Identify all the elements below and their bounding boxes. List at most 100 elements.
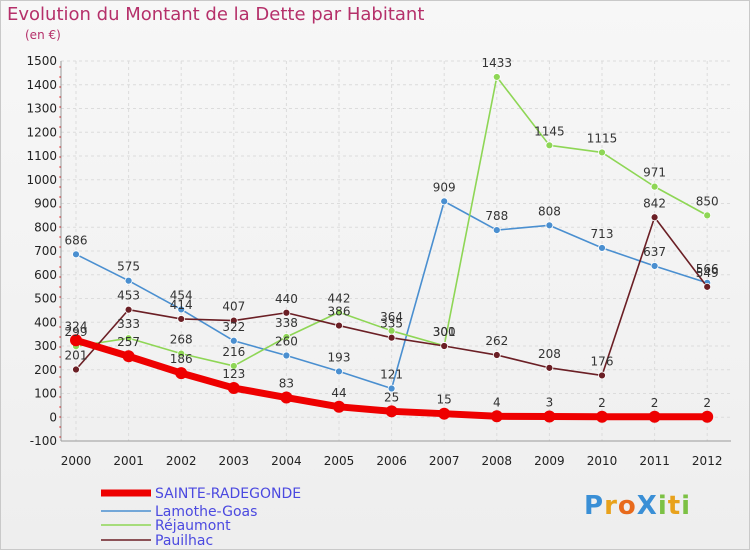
x-tick-label: 2008 xyxy=(482,454,513,468)
data-label: 208 xyxy=(538,347,561,361)
data-point xyxy=(703,211,712,220)
data-point xyxy=(598,244,606,252)
data-point xyxy=(335,321,343,330)
y-tick-label: 1300 xyxy=(26,102,57,116)
data-point xyxy=(282,333,291,341)
data-label: 575 xyxy=(117,260,140,274)
data-point xyxy=(490,410,503,423)
x-tick-label: 2009 xyxy=(534,454,565,468)
data-point xyxy=(492,351,501,359)
data-label: 44 xyxy=(331,386,346,400)
y-tick-label: 1000 xyxy=(26,173,57,187)
data-label: 3 xyxy=(546,396,554,410)
y-tick-label: 300 xyxy=(34,339,57,353)
data-point xyxy=(598,148,606,157)
data-point xyxy=(70,334,82,347)
data-point xyxy=(387,384,396,393)
y-tick-label: 900 xyxy=(34,197,57,211)
data-label: 4 xyxy=(493,395,501,409)
data-point xyxy=(385,405,398,418)
data-point xyxy=(492,226,501,235)
data-label: 338 xyxy=(275,316,298,330)
legend-label: SAINTE-RADEGONDE xyxy=(155,486,301,502)
data-label: 2 xyxy=(598,396,606,410)
data-label: 1115 xyxy=(587,131,618,145)
y-tick-label: 1400 xyxy=(26,78,57,92)
data-label: 2 xyxy=(651,396,659,410)
data-label: 25 xyxy=(384,390,399,404)
data-point xyxy=(124,305,133,314)
data-point xyxy=(282,351,291,360)
y-tick-label: 1100 xyxy=(26,149,57,163)
data-label: 971 xyxy=(643,166,666,180)
data-point xyxy=(650,213,659,222)
data-label: 193 xyxy=(328,350,351,364)
y-tick-label: 800 xyxy=(34,220,57,234)
data-point xyxy=(280,391,293,404)
data-label: 15 xyxy=(437,393,452,407)
data-label: 176 xyxy=(591,354,614,368)
y-tick-label: 1500 xyxy=(26,54,57,68)
y-tick-label: 200 xyxy=(34,363,57,377)
data-label: 440 xyxy=(275,292,298,306)
y-tick-label: 700 xyxy=(34,244,57,258)
data-point xyxy=(650,262,659,270)
data-point xyxy=(72,365,80,374)
data-label: 322 xyxy=(222,320,245,334)
data-point xyxy=(543,410,556,423)
data-label: 299 xyxy=(65,325,88,339)
data-label: 637 xyxy=(643,245,666,259)
y-tick-label: 1200 xyxy=(26,125,57,139)
data-label: 386 xyxy=(328,305,351,319)
data-point xyxy=(598,371,606,380)
data-point xyxy=(701,410,714,423)
data-point xyxy=(229,316,238,325)
proxiti-logo: ProXiti xyxy=(584,491,692,521)
data-label: 83 xyxy=(279,377,294,391)
data-point xyxy=(492,73,501,81)
x-tick-label: 2007 xyxy=(429,454,460,468)
y-tick-label: 400 xyxy=(34,315,57,329)
x-tick-label: 2001 xyxy=(113,454,144,468)
data-point xyxy=(596,410,608,423)
data-label: 186 xyxy=(170,352,193,366)
data-label: 324 xyxy=(65,319,88,333)
y-tick-label: 100 xyxy=(34,387,57,401)
data-label: 268 xyxy=(170,333,193,347)
data-label: 1433 xyxy=(482,56,513,70)
data-label: 713 xyxy=(591,227,614,241)
data-point xyxy=(122,350,135,363)
legend-label: Réjaumont xyxy=(155,518,231,534)
data-point xyxy=(229,336,238,345)
data-point xyxy=(545,363,554,372)
data-label: 850 xyxy=(696,194,719,208)
data-label: 335 xyxy=(380,317,403,331)
data-label: 808 xyxy=(538,204,561,218)
data-point xyxy=(227,382,240,395)
data-label: 407 xyxy=(222,300,245,314)
x-tick-label: 2002 xyxy=(166,454,197,468)
data-label: 260 xyxy=(275,335,298,349)
data-point xyxy=(440,197,449,206)
x-tick-label: 2004 xyxy=(271,454,302,468)
data-label: 121 xyxy=(380,368,403,382)
legend-label: Lamothe-Goas xyxy=(155,504,257,520)
data-label: 333 xyxy=(117,317,140,331)
data-label: 549 xyxy=(696,266,719,280)
y-tick-label: -100 xyxy=(30,434,57,448)
data-label: 2 xyxy=(703,396,711,410)
data-label: 414 xyxy=(170,298,193,312)
data-label: 301 xyxy=(433,325,456,339)
data-point xyxy=(282,308,291,317)
data-point xyxy=(177,315,186,323)
x-tick-label: 2000 xyxy=(61,454,92,468)
data-point xyxy=(335,367,343,376)
data-point xyxy=(177,305,186,314)
data-point xyxy=(124,334,133,343)
x-tick-label: 2011 xyxy=(639,454,670,468)
data-label: 1145 xyxy=(534,124,565,138)
data-point xyxy=(440,342,449,350)
data-point xyxy=(72,250,80,259)
data-label: 842 xyxy=(643,196,666,210)
